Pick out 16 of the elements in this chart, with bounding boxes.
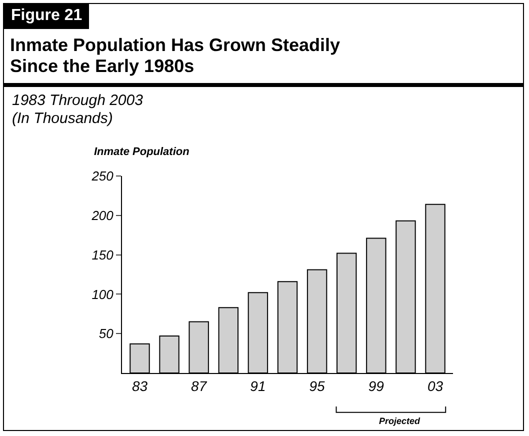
chart-subtitle: 1983 Through 2003 (In Thousands) [12, 92, 143, 128]
x-tick-label: 03 [427, 378, 444, 394]
y-tick-label: 200 [90, 208, 114, 223]
text: Projected [379, 416, 421, 426]
x-tick-label: 95 [309, 378, 326, 394]
x-tick-label: 99 [368, 378, 384, 394]
y-tick-label: 150 [92, 247, 114, 262]
x-tick-label: 83 [132, 378, 148, 394]
y-axis-title: Inmate Population [94, 146, 190, 158]
y-tick-label: 250 [90, 168, 114, 184]
x-tick-label: 87 [191, 378, 208, 394]
x-tick-label: 91 [250, 378, 266, 394]
y-tick-label: 100 [92, 286, 114, 302]
chart-title: Inmate Population Has Grown Steadily Since the Early 1980s [10, 35, 340, 77]
y-tick-label: 50 [98, 326, 114, 342]
caption: Figure 21 [4, 4, 90, 29]
